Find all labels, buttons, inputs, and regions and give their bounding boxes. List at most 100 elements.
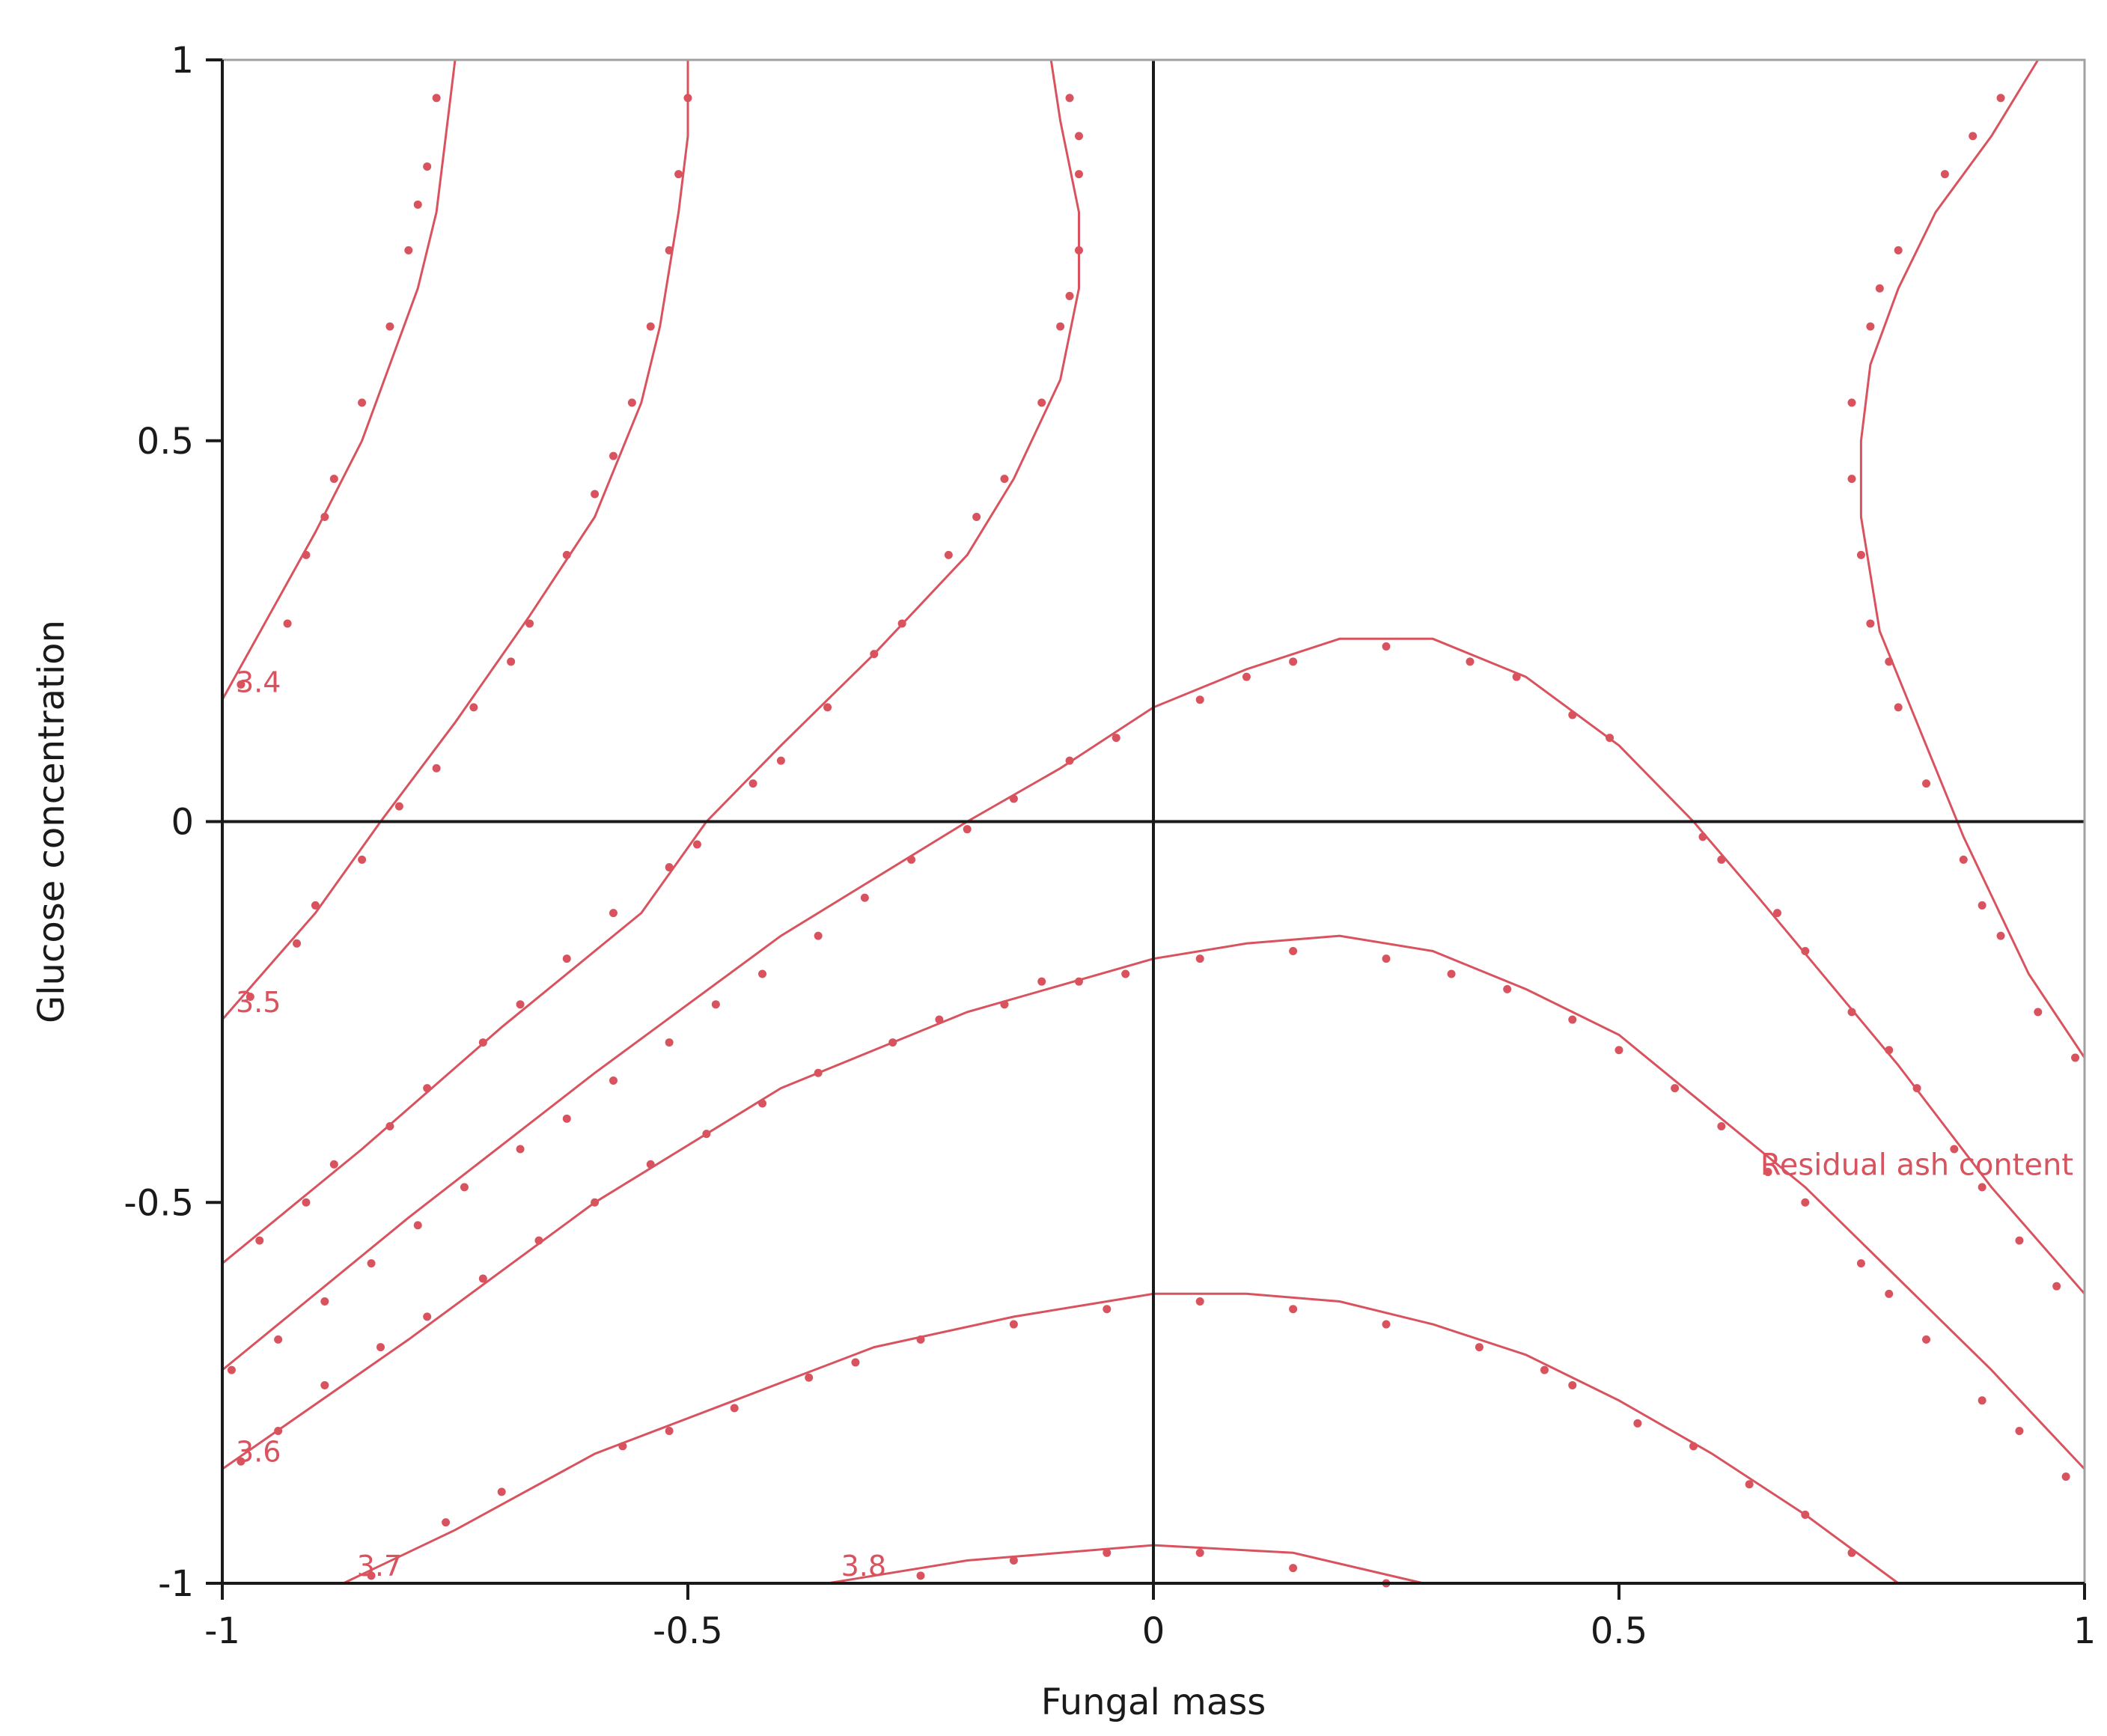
contour-label: 3.6 [236, 1435, 281, 1468]
contour-dot [591, 490, 600, 499]
contour-dot [907, 855, 916, 864]
contour-line [1859, 59, 2086, 1059]
contour-dot [385, 322, 394, 331]
contour-dot [916, 1335, 925, 1344]
contour-dot [237, 1457, 246, 1466]
contour-dot [1447, 969, 1456, 978]
contour-dot [1000, 475, 1009, 484]
contour-dot [413, 1221, 422, 1230]
contour-dot [1614, 1046, 1623, 1055]
contour-1: 3.4 [221, 59, 457, 701]
contour-dot [1009, 794, 1018, 803]
contour-dot [1037, 977, 1046, 986]
contour-dot [1885, 1289, 1894, 1298]
contour-dot [1671, 1084, 1680, 1093]
contour-dot [367, 1259, 376, 1268]
response-label: Residual ash content [1760, 1148, 2073, 1182]
x-axis-title: Fungal mass [1041, 1681, 1266, 1723]
contour-dot [897, 619, 906, 628]
contour-dot [283, 619, 292, 628]
contour-dot [516, 1145, 525, 1154]
contour-dot [1894, 246, 1903, 255]
contour-dot [432, 764, 441, 773]
contour-dot [320, 1297, 329, 1306]
contour-dot [1289, 657, 1298, 666]
y-tick-label: 0.5 [137, 421, 194, 463]
contour-dot [227, 1365, 236, 1374]
contour-dot [1698, 832, 1707, 841]
contour-dot [935, 1015, 944, 1024]
contour-dot [293, 939, 302, 948]
contour-dot [432, 94, 441, 103]
contour-dot [1009, 1556, 1018, 1565]
contour-dot [972, 513, 981, 521]
contour-dot [860, 893, 869, 902]
contour-dot [591, 1198, 600, 1207]
contour-dot [1037, 398, 1046, 407]
contour-dot [367, 1571, 376, 1580]
contour-dot [1121, 969, 1130, 978]
contour-dot [562, 954, 571, 963]
contour-dot [274, 1427, 283, 1435]
contour-dot [1996, 94, 2005, 103]
contour-dot [823, 703, 832, 712]
contour-dot [776, 756, 785, 765]
contour-dot [1922, 779, 1931, 788]
contour-dot [1772, 909, 1781, 918]
contour-dot [1382, 1320, 1391, 1329]
contour-dot [851, 1358, 860, 1367]
y-tick-label: 1 [171, 40, 194, 82]
contour-dot [1885, 657, 1894, 666]
contour-dot [1606, 734, 1614, 743]
x-tick-label: 0 [1142, 1610, 1165, 1652]
contour-dot [320, 1380, 329, 1389]
contour-dot [1074, 132, 1083, 141]
contour-dot [442, 1518, 451, 1527]
contour-dot [2071, 1053, 2080, 1062]
contour-dot [460, 1183, 469, 1192]
contour-dot [1856, 550, 1865, 559]
contour-dot [1466, 657, 1475, 666]
contour-dot [1801, 1510, 1810, 1519]
contour-dot [627, 398, 636, 407]
contour-dot [1940, 170, 1949, 179]
contour-dot [2015, 1236, 2024, 1245]
contour-dot [1885, 1046, 1894, 1055]
contour-dot [329, 475, 338, 484]
contour-dot [1894, 703, 1903, 712]
contour-dot [1875, 284, 1884, 293]
contour-dot [1978, 1396, 1986, 1405]
contour-dot [507, 657, 516, 666]
contour-dot [1568, 710, 1577, 719]
contour-dot [963, 825, 972, 834]
contour-dot [469, 703, 478, 712]
contour-6: 3.7 [343, 1292, 1900, 1585]
contour-layer: 3.4 3.5 3.6 3.7 3.8 [221, 59, 2086, 1588]
contour-dot [478, 1038, 487, 1047]
y-tick-label: -0.5 [124, 1182, 194, 1224]
contour-dot [609, 451, 618, 460]
x-tick-label: 0.5 [1591, 1610, 1647, 1652]
contour-dot [683, 94, 692, 103]
contour-5: 3.6 [222, 934, 2086, 1481]
contour-dot [618, 1442, 627, 1451]
contour-dot [805, 1373, 814, 1382]
contour-dot [870, 650, 879, 659]
contour-dot [1801, 1198, 1810, 1207]
contour-dot [1717, 1122, 1726, 1130]
contour-dot [1056, 322, 1065, 331]
contour-dot [1065, 756, 1074, 765]
contour-dot [404, 246, 413, 255]
contour-dot [1065, 291, 1074, 300]
contour-line [221, 60, 689, 1020]
contour-dot [1745, 1480, 1754, 1489]
contour-dot [1568, 1380, 1577, 1389]
contour-dot [1847, 475, 1856, 484]
contour-dot [916, 1571, 925, 1580]
contour-dot [394, 802, 403, 811]
contour-dot [516, 1000, 525, 1009]
contour-dot [2015, 1427, 2024, 1435]
contour-dot [255, 1236, 264, 1245]
contour-dot [1959, 855, 1968, 864]
